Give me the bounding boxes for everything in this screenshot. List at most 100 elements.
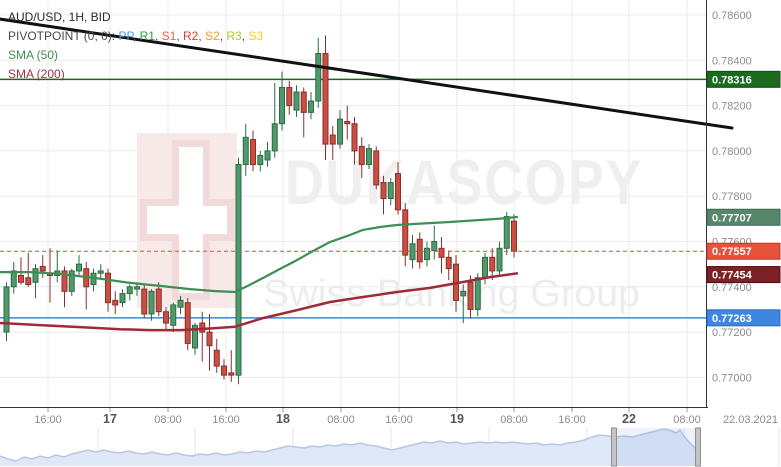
pivot-level-s1: S1 (161, 29, 177, 43)
pivot-level-r2: R2 (182, 29, 199, 43)
candle-body (424, 247, 430, 261)
candle-body (286, 86, 293, 107)
range-navigator[interactable] (0, 427, 780, 467)
sma200-legend-label: SMA (200) (8, 67, 65, 81)
candle-body (192, 324, 198, 349)
time-tick-label: 19 (450, 412, 464, 426)
candle-body (344, 120, 351, 125)
candle-body (235, 163, 242, 376)
candle-body (322, 53, 329, 145)
candle-body (315, 53, 322, 102)
candle-body (68, 270, 75, 292)
candle-body (329, 134, 336, 145)
pivot-level-s3: S3 (248, 29, 264, 43)
candle-body (489, 256, 496, 272)
candle-body (308, 100, 314, 113)
candle-body (148, 290, 155, 315)
candle-body (112, 299, 119, 306)
price-badge-value: 0.78316 (712, 74, 752, 86)
time-tick-label: 08:00 (500, 414, 528, 426)
candle-body (213, 349, 220, 367)
watermark-tagline-text: Swiss Banking Group (263, 273, 640, 315)
candle-body (221, 365, 227, 376)
price-badge (706, 70, 781, 88)
candle-body (170, 304, 177, 326)
candle-body (293, 91, 300, 111)
candle-body (373, 150, 380, 186)
candle-body (279, 86, 285, 125)
candle-body (184, 302, 191, 344)
price-axis: 0.786000.784000.782000.780000.778000.776… (706, 10, 781, 384)
candle-body (61, 270, 68, 292)
time-axis: 16:00 17 08:00 16:00 18 08:00 16:00 19 08:00 16:0… (34, 408, 778, 426)
price-badge-value: 0.77707 (712, 212, 752, 224)
pivot-separator: , (154, 29, 162, 43)
candle-body (126, 286, 133, 295)
candle-body (250, 139, 256, 165)
pivotpoint-legend: PIVOTPOINT (0, 0): PP, R1, S1, R2, S2, R… (8, 27, 263, 46)
price-tick-label: 0.78200 (712, 101, 752, 113)
navigator-right-handle[interactable] (695, 427, 701, 467)
candle-body (39, 265, 46, 272)
candle-body (10, 270, 17, 288)
candle-body (337, 118, 343, 145)
candle-body (18, 274, 24, 283)
grid (0, 0, 706, 407)
candle-body (271, 123, 278, 152)
descending-trendline (0, 17, 734, 130)
logo-white-cross-icon (147, 206, 227, 234)
time-tick-label: 17 (103, 412, 117, 426)
navigator-selection[interactable] (616, 428, 696, 466)
time-tick-label: 16:00 (34, 414, 62, 426)
price-tick-label: 0.77200 (712, 327, 752, 339)
price-tick-label: 0.78000 (712, 146, 752, 158)
candle-body (76, 263, 82, 272)
watermark-brand-text: DUKASCOPY (285, 148, 643, 218)
sma200-line (0, 272, 519, 332)
pivot-level-s2: S2 (205, 29, 220, 43)
candle-body (395, 173, 401, 211)
time-tick-label: 08:00 (673, 414, 701, 426)
price-badge (706, 309, 781, 327)
candle-body (366, 148, 372, 165)
candle-body (460, 290, 467, 297)
time-tick-label: 18 (276, 412, 290, 426)
candle-body (474, 277, 481, 310)
candle-body (163, 311, 169, 324)
price-tick-label: 0.78400 (712, 55, 752, 67)
time-tick-label: 16:00 (385, 414, 413, 426)
candle-body (431, 241, 438, 252)
price-tick-label: 0.77800 (712, 191, 752, 203)
time-tick-label: 16:00 (212, 414, 240, 426)
sma50-legend-label: SMA (50) (8, 48, 59, 62)
price-badge (706, 208, 781, 226)
candle-body (257, 154, 264, 165)
candle-body (387, 182, 394, 199)
candle-body (97, 270, 104, 274)
pivot-separator: , (132, 29, 140, 43)
price-tick-label: 0.77400 (712, 282, 752, 294)
price-tick-label: 0.78600 (712, 10, 752, 22)
price-badge (706, 242, 781, 260)
time-tick-label: 08:00 (327, 414, 355, 426)
sma50-line (0, 215, 519, 294)
navigator-area-outline (0, 428, 701, 462)
candle-body (25, 277, 32, 286)
candle-body (438, 247, 445, 258)
candle-body (482, 256, 488, 279)
candle-body (3, 286, 10, 333)
time-tick-label: 08:00 (154, 414, 182, 426)
chart-legend: AUD/USD, 1H, BID PIVOTPOINT (0, 0): PP, … (8, 8, 263, 84)
pivot-level-r3: R3 (226, 29, 242, 43)
candle-body (351, 123, 358, 152)
candle-body (206, 331, 213, 347)
candle-body (119, 293, 126, 304)
pivot-separator: , (176, 29, 183, 43)
candle-body (496, 247, 503, 272)
candle-body (141, 288, 148, 315)
pivotpoint-label: PIVOTPOINT (0, 0): (8, 29, 119, 43)
navigator-left-handle[interactable] (611, 427, 617, 467)
candle-body (134, 286, 140, 290)
